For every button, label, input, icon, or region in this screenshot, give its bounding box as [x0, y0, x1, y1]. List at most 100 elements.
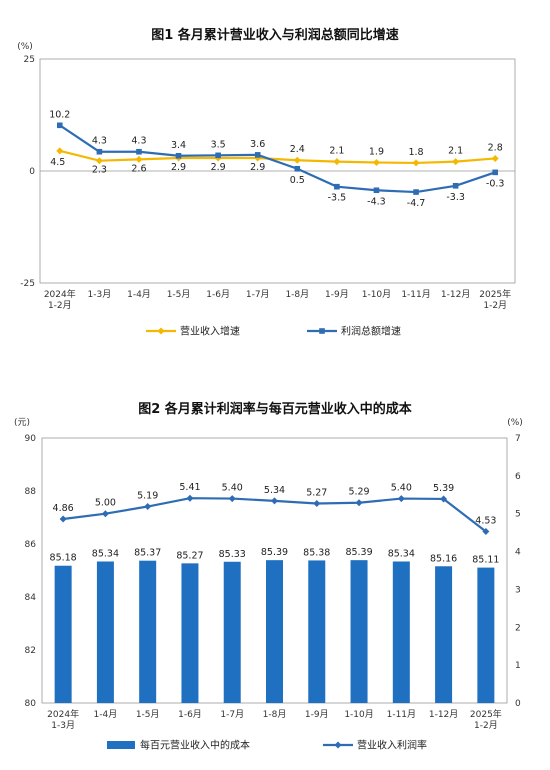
- chart2-margin-point: [397, 495, 405, 503]
- chart2-margin-data-label: 5.39: [433, 483, 454, 494]
- chart1-profit-point: [492, 169, 499, 176]
- chart2-cost-data-label: 85.34: [92, 548, 119, 559]
- chart1-x-tick-label: 1-4月: [127, 289, 151, 300]
- chart1-y-tick-label: -25: [20, 279, 35, 289]
- chart2-margin-data-label: 4.53: [475, 516, 496, 527]
- chart1-marks: 25 0 -25 2024年 1-2月 1-3月 1-4月 1-5月 1-6月 1-7月 1-8月 1…: [20, 55, 515, 338]
- chart1-x-tick-label: 1-9月: [325, 289, 349, 300]
- chart2-margin-data-label: 5.34: [264, 485, 285, 496]
- chart2-cost-bar: [435, 566, 453, 703]
- chart2-cost-data-label: 85.33: [219, 549, 246, 560]
- chart2-cost-data-label: 85.37: [134, 548, 161, 559]
- chart1-x-tick-label: 1-8月: [285, 289, 309, 300]
- chart2-margin-data-label: 5.27: [306, 487, 327, 498]
- chart2-y-tick-label-right: 3: [515, 585, 521, 595]
- chart1-y-unit: (%): [17, 42, 33, 52]
- chart1-revenue-data-label: 2.6: [131, 163, 146, 174]
- chart2-legend-margin-label: 营业收入利润率: [357, 739, 427, 752]
- chart1-title: 图1 各月累计营业收入与利润总额同比增速: [151, 27, 399, 43]
- chart2-margin-point: [313, 499, 321, 507]
- chart2-cost-bar: [266, 560, 283, 703]
- chart1-revenue-data-label: 1.8: [408, 147, 423, 158]
- chart2-y-tick-label-left: 88: [25, 487, 37, 497]
- chart1-x-tick-label: 2025年 1-2月: [479, 288, 511, 311]
- chart1-profit-data-label: 4.3: [92, 136, 107, 147]
- chart2-margin-data-label: 5.41: [179, 482, 200, 493]
- chart2-x-tick-label: 2025年 1-2月: [470, 708, 502, 731]
- chart2-cost-data-label: 85.39: [261, 547, 288, 558]
- chart1-profit-data-label: 10.2: [49, 109, 70, 120]
- chart2-y-tick-label-right: 2: [515, 623, 521, 633]
- chart1-profit-data-label: 4.3: [131, 136, 146, 147]
- chart1-revenue-point: [293, 156, 301, 164]
- chart2-margin-point: [355, 499, 363, 507]
- chart2-x-tick-label: 1-6月: [178, 709, 202, 720]
- chart2-legend-cost-swatch: [107, 741, 135, 749]
- chart1-revenue-point: [412, 159, 420, 167]
- chart2-margin-point: [186, 494, 194, 502]
- chart1-x-tick-label: 1-7月: [246, 289, 270, 300]
- chart1-revenue-data-label: 2.9: [171, 162, 186, 173]
- chart2-title: 图2 各月累计利润率与每百元营业收入中的成本: [138, 401, 412, 417]
- chart2-cost-bar: [308, 560, 326, 703]
- chart1-revenue-data-label: 2.3: [92, 165, 107, 176]
- chart1-y-tick-label: 0: [29, 167, 35, 177]
- chart2-y-tick-label-right: 7: [515, 434, 521, 444]
- chart1-revenue-point: [135, 155, 143, 163]
- chart1-revenue-data-label: 2.9: [211, 162, 226, 173]
- chart2-cost-data-label: 85.34: [388, 548, 415, 559]
- chart2-cost-data-label: 85.39: [345, 547, 372, 558]
- chart1-legend-profit-marker: [319, 328, 325, 334]
- chart1-profit-data-label: -4.7: [407, 198, 426, 209]
- chart1-profit-data-label: -3.3: [446, 192, 465, 203]
- chart1-series-line-profit: [59, 124, 496, 194]
- chart2-cost-data-label: 85.27: [176, 550, 203, 561]
- chart1-revenue-data-label: 2.9: [250, 162, 265, 173]
- chart2-margin-point: [59, 515, 67, 523]
- chart1-revenue-data-label: 1.9: [369, 146, 384, 157]
- chart1-profit-point: [452, 182, 459, 189]
- chart2-cost-bar: [181, 563, 199, 703]
- chart2-y-tick-label-right: 4: [515, 548, 521, 558]
- chart1-revenue-point: [452, 158, 460, 166]
- chart2-y-tick-label-left: 82: [25, 646, 36, 656]
- chart1-x-tick-label: 1-12月: [441, 289, 470, 300]
- chart2-cost-bar: [54, 565, 72, 703]
- chart1-legend-revenue-marker: [157, 327, 165, 335]
- chart2-cost-data-label: 85.38: [303, 547, 330, 558]
- chart2-cost-data-label: 85.16: [430, 553, 457, 564]
- chart2-cost-data-label: 85.11: [472, 555, 499, 566]
- chart1-profit-data-label: 3.4: [171, 140, 186, 151]
- chart1-profit-point: [136, 148, 142, 155]
- chart1-revenue-data-label: 2.4: [290, 144, 305, 155]
- chart1-legend-revenue-label: 营业收入增速: [180, 325, 240, 338]
- chart2-legend-cost-label: 每百元营业收入中的成本: [140, 739, 250, 752]
- chart1-revenue-data-label: 2.1: [448, 146, 463, 157]
- chart1-profit-point: [175, 152, 182, 159]
- chart1-profit-data-label: -4.3: [367, 196, 386, 207]
- chart1-revenue-point: [372, 158, 380, 166]
- chart1-x-tick-label: 2024年 1-2月: [44, 288, 76, 311]
- chart1-x-tick-label: 1-11月: [401, 289, 430, 300]
- chart2-margin-data-label: 5.19: [137, 491, 158, 502]
- chart2-x-tick-label: 1-4月: [94, 709, 118, 720]
- chart2-y-tick-label-left: 84: [25, 593, 37, 603]
- chart2-x-tick-label: 1-11月: [387, 709, 416, 720]
- chart2-margin-data-label: 5.40: [222, 483, 243, 494]
- chart2-y-unit-right: (%): [507, 418, 523, 428]
- chart2-margin-point: [101, 510, 109, 518]
- chart1-x-tick-label: 1-5月: [167, 289, 191, 300]
- chart1-revenue-data-label: 2.8: [488, 142, 503, 153]
- chart2-x-tick-label: 1-10月: [344, 709, 373, 720]
- chart2-margin-data-label: 4.86: [53, 503, 74, 514]
- chart1-profit-point: [215, 152, 221, 159]
- chart2-cost-bar: [392, 561, 410, 703]
- chart1-profit-point: [56, 122, 63, 129]
- chart2-margin-point: [271, 497, 278, 505]
- chart2-x-tick-label: 1-12月: [429, 709, 458, 720]
- chart2-cost-bar: [139, 560, 157, 703]
- chart1-x-tick-label: 1-6月: [206, 289, 230, 300]
- chart2-margin-data-label: 5.29: [348, 487, 369, 498]
- chart2-cost-bar: [477, 567, 495, 703]
